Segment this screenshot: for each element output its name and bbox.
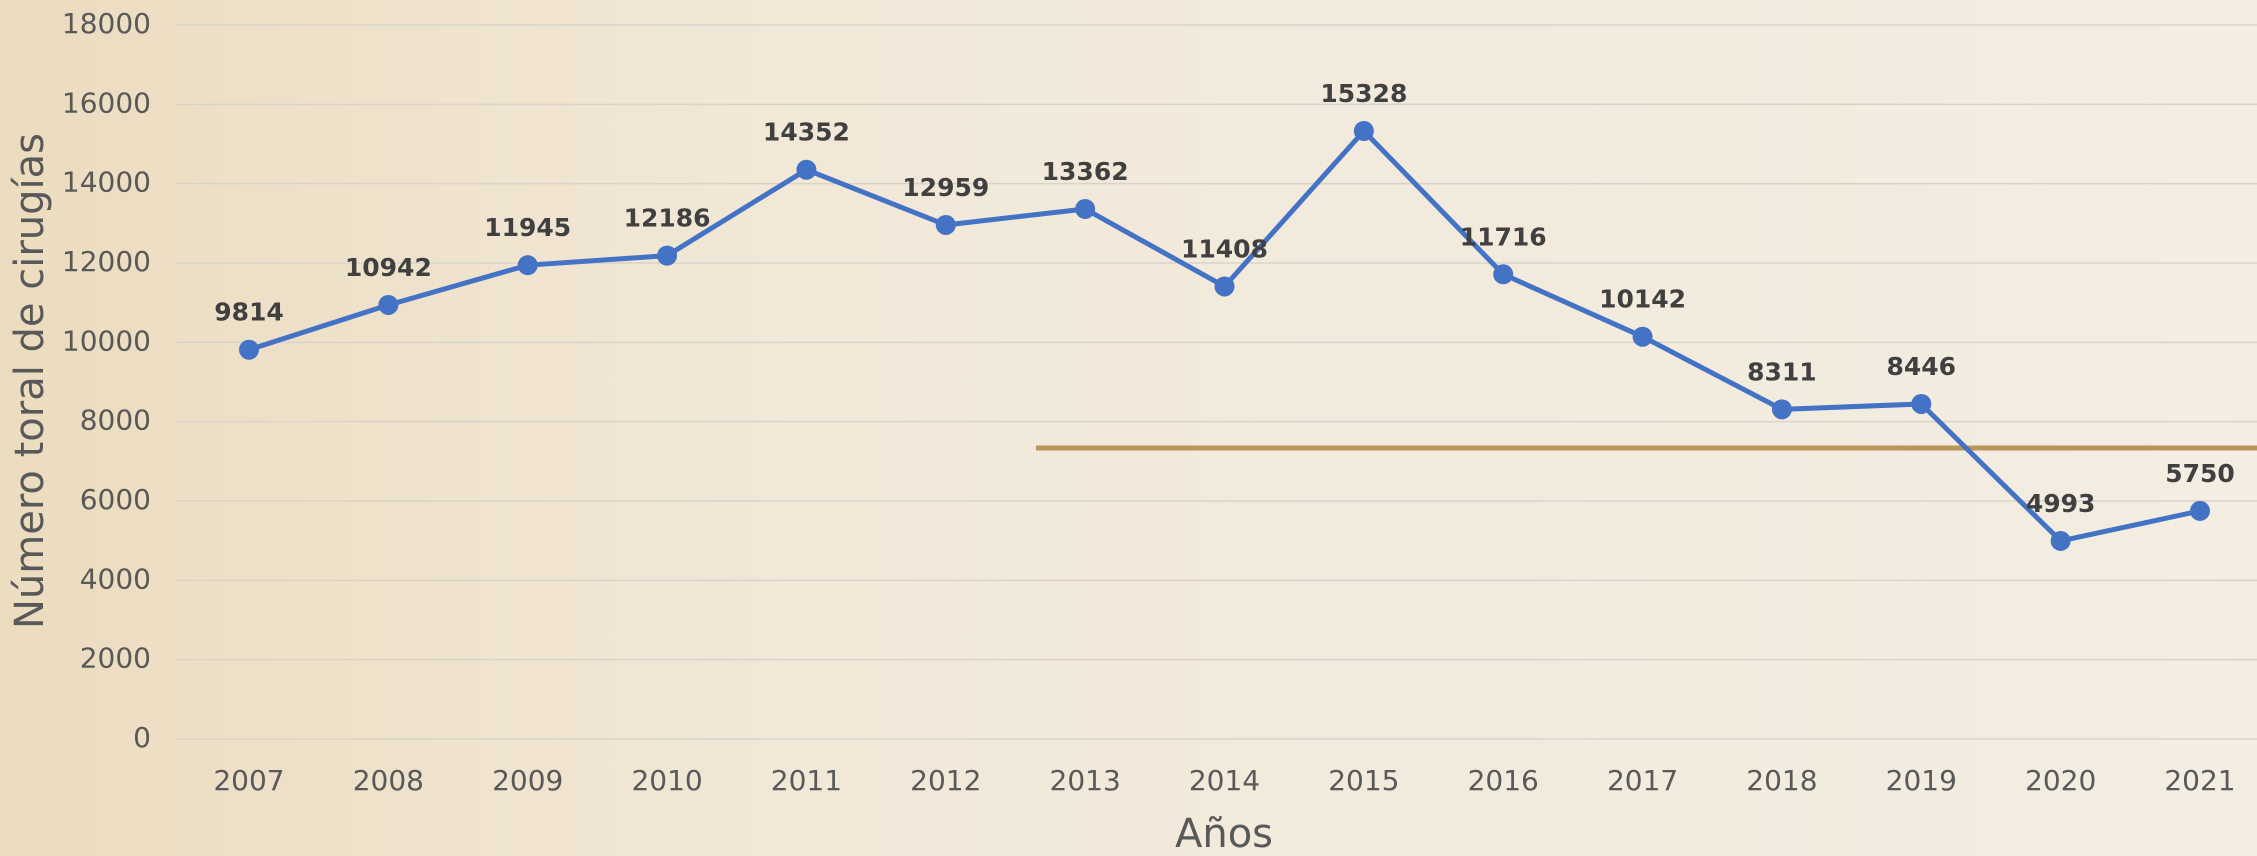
y-tick-label: 8000 (80, 404, 151, 437)
x-tick-label: 2021 (2164, 764, 2235, 797)
data-label: 13362 (1042, 157, 1129, 186)
data-label: 9814 (214, 298, 284, 327)
data-label: 11716 (1460, 222, 1547, 251)
point (1075, 199, 1095, 219)
data-label: 8311 (1747, 357, 1817, 386)
x-tick-label: 2011 (771, 764, 842, 797)
page: {"chart_data": {"type": "line", "x_label… (0, 0, 2257, 856)
data-label: 5750 (2165, 459, 2235, 488)
point (936, 215, 956, 235)
point (796, 160, 816, 180)
chart: Número toral de cirugías Años 0 2000 4000 6… (0, 0, 2257, 856)
y-tick-label: 14000 (62, 166, 151, 199)
point (2051, 531, 2071, 551)
x-tick-label: 2016 (1468, 764, 1539, 797)
data-label: 15328 (1320, 79, 1407, 108)
data-label: 12959 (902, 173, 989, 202)
x-tick-label: 2013 (1050, 764, 1121, 797)
data-label: 4993 (2026, 489, 2096, 518)
y-tick-label: 4000 (80, 562, 151, 595)
data-label: 11408 (1181, 234, 1268, 263)
data-label: 14352 (763, 118, 850, 147)
point (1215, 276, 1235, 296)
y-tick-label: 6000 (80, 483, 151, 516)
x-tick-label: 2007 (213, 764, 284, 797)
point (518, 255, 538, 275)
point (1493, 264, 1513, 284)
data-label: 12186 (624, 204, 711, 233)
x-tick-label: 2012 (910, 764, 981, 797)
x-tick-label: 2020 (2025, 764, 2096, 797)
y-tick-label: 12000 (62, 245, 151, 278)
x-tick-label: 2018 (1746, 764, 1817, 797)
point (1911, 394, 1931, 414)
y-tick-label: 2000 (80, 642, 151, 675)
x-tick-label: 2014 (1189, 764, 1260, 797)
data-label: 10942 (345, 253, 432, 282)
x-tick-label: 2010 (631, 764, 702, 797)
x-tick-label: 2017 (1607, 764, 1678, 797)
y-tick-label: 18000 (62, 7, 151, 40)
point (1354, 121, 1374, 141)
x-tick-label: 2019 (1886, 764, 1957, 797)
y-tick-label: 16000 (62, 86, 151, 119)
y-tick-label: 10000 (62, 324, 151, 357)
point (657, 246, 677, 266)
x-tick-label: 2015 (1328, 764, 1399, 797)
x-tick-label: 2008 (353, 764, 424, 797)
point (1633, 327, 1653, 347)
y-axis-title: Número toral de cirugías (7, 133, 53, 629)
data-label: 11945 (484, 213, 571, 242)
data-label: 8446 (1886, 352, 1956, 381)
data-label: 10142 (1599, 285, 1686, 314)
x-axis-title: Años (1175, 811, 1273, 856)
point (378, 295, 398, 315)
background (0, 0, 2257, 856)
point (2190, 501, 2210, 521)
x-tick-label: 2009 (492, 764, 563, 797)
point (1772, 399, 1792, 419)
point (239, 340, 259, 360)
y-tick-label: 0 (133, 721, 151, 754)
